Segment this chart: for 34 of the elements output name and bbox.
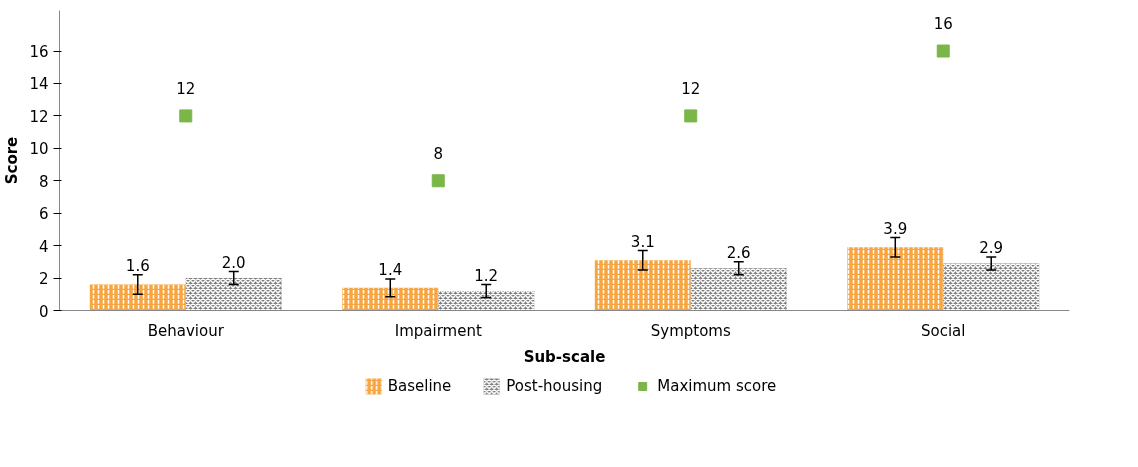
y-tick-label: 2: [38, 270, 49, 289]
x-tick-label: Social: [921, 321, 966, 340]
y-tick-label: 0: [38, 302, 49, 321]
data-label: 2.0: [221, 253, 246, 272]
y-tick-label: 8: [38, 172, 49, 191]
x-tick-label: Impairment: [394, 321, 482, 340]
y-tick-label: 10: [29, 140, 49, 159]
data-label: 16: [933, 15, 953, 34]
data-label: 2.6: [726, 243, 751, 262]
y-tick-label: 14: [29, 75, 49, 94]
x-tick-label: Symptoms: [650, 321, 731, 340]
data-label: 12: [176, 79, 196, 98]
data-label: 1.6: [125, 256, 150, 275]
x-tick-label: Behaviour: [147, 321, 225, 340]
data-label: 2.9: [979, 238, 1004, 257]
point: [936, 44, 950, 58]
point: [179, 109, 193, 123]
y-tick-label: 4: [38, 237, 49, 256]
legend-label: Baseline: [387, 377, 452, 395]
data-label: 3.1: [630, 232, 655, 251]
legend-label: Maximum score: [657, 377, 777, 395]
data-label: 12: [681, 79, 701, 98]
y-tick-label: 6: [38, 205, 49, 224]
data-label: 1.2: [474, 266, 499, 285]
y-tick-label: 16: [29, 43, 49, 62]
y-axis-title: Score: [3, 136, 22, 185]
point: [431, 174, 445, 188]
point: [684, 109, 698, 123]
legend-label: Post-housing: [506, 377, 603, 395]
x-axis-title: Sub-scale: [523, 347, 606, 366]
data-label: 1.4: [378, 260, 403, 279]
y-tick-label: 12: [29, 107, 49, 126]
data-label: 8: [433, 144, 444, 163]
data-label: 3.9: [883, 219, 908, 238]
